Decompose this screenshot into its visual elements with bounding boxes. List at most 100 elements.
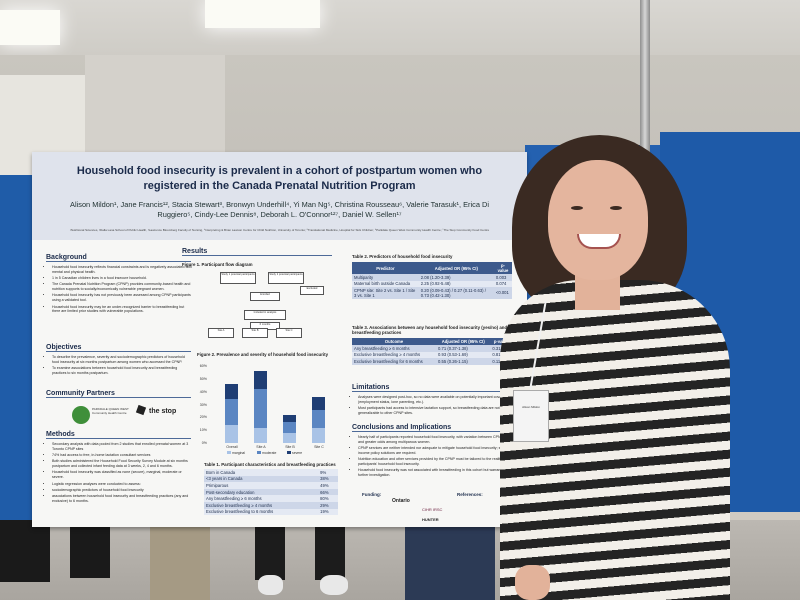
- y-tick-label: 30%: [199, 402, 207, 407]
- legend-item: marginal: [227, 451, 245, 455]
- y-tick-label: 50%: [199, 376, 207, 381]
- y-tick-label: 10%: [199, 428, 207, 433]
- table-header-cell: Adjusted OR (95% CI): [436, 338, 491, 345]
- flow-box: Study 2 potential participants: [268, 272, 304, 284]
- list-item: associations between household food inse…: [52, 494, 194, 504]
- figure-1-caption: Figure 1. Participant flow diagram: [182, 262, 253, 267]
- table-cell: 0.55 (0.26-1.15): [436, 358, 491, 365]
- y-tick-label: 40%: [199, 389, 207, 394]
- list-item: Household food insecurity was not associ…: [358, 468, 513, 478]
- table-cell: 2.08 (1.20-3.39): [418, 274, 494, 281]
- table-row: Multiparity 2.08 (1.20-3.39) 0.003: [352, 274, 512, 281]
- food-insecurity-bar-chart: 0% 10% 20% 30% 40% 50% 60% Overall Site A Site B S…: [197, 362, 347, 457]
- person-legs: [150, 520, 210, 600]
- legend-label: marginal: [232, 451, 246, 455]
- list-item: Secondary analysis with data pooled from…: [52, 442, 194, 452]
- eye: [571, 206, 583, 210]
- table-row: Exclusive breastfeeding ≥ 4 months 29%: [204, 501, 338, 509]
- partner-logo-icon: [135, 404, 147, 416]
- flow-box: Site C: [276, 328, 302, 338]
- list-item: Nutrition education and other services p…: [358, 457, 513, 467]
- list-item: To describe the prevalence, severity and…: [52, 355, 192, 365]
- table-cell: 0.20 (0.09-0.43) / 0.27 (0.11-0.63) / 0.…: [418, 287, 494, 299]
- table-cell: Maternal birth outside Canada: [352, 280, 419, 288]
- y-tick-label: 20%: [199, 415, 207, 420]
- x-category-label: Site A: [256, 445, 266, 449]
- research-poster: Household food insecurity is prevalent i…: [32, 152, 527, 527]
- results-heading: Results: [182, 248, 332, 256]
- list-item: Most participants had access to intensiv…: [358, 406, 513, 416]
- bar-segment: [225, 399, 238, 426]
- bar-segment: [283, 432, 296, 443]
- wall-panel: [85, 55, 225, 165]
- objectives-list: To describe the prevalence, severity and…: [46, 355, 192, 377]
- table-cell: 0.074: [493, 280, 512, 288]
- badge-name: Alison Mildon: [522, 405, 540, 409]
- bar-segment: [312, 427, 325, 443]
- legend-swatch: [287, 451, 291, 454]
- ceiling-light: [205, 0, 320, 28]
- bar-segment: [283, 414, 296, 423]
- poster-board-left: [0, 175, 36, 525]
- flow-box: Study 1 potential participants: [220, 272, 256, 284]
- presenter-hand: [515, 565, 550, 600]
- community-partners-heading: Community Partners: [46, 390, 191, 398]
- person-legs: [315, 520, 345, 580]
- objectives-heading: Objectives: [46, 344, 191, 352]
- background-list: Household food insecurity reflects finan…: [46, 265, 192, 316]
- list-item: Both studies administered the Household …: [52, 459, 194, 469]
- table-cell: <0.001: [493, 287, 512, 299]
- bar-segment: [254, 389, 267, 428]
- partner-logo-icon: [72, 406, 90, 424]
- list-item: 74% had access to free, in-home lactatio…: [52, 453, 194, 458]
- table-row: Any breastfeeding ≥ 6 months 0.71 (0.37-1…: [352, 345, 512, 352]
- figure-2-caption: Figure 2. Prevalence and severity of hou…: [197, 352, 329, 357]
- eye: [610, 206, 622, 210]
- table-header-cell: Predictor: [352, 262, 419, 274]
- table-row: Exclusive breastfeeding for 6 months 0.55…: [352, 358, 512, 365]
- bar-segment: [254, 371, 267, 390]
- funding-logo: HUNTER: [422, 517, 439, 522]
- table-cell: Exclusive breastfeeding ≥ 4 months: [352, 351, 437, 359]
- table-cell: Any breastfeeding ≥ 6 months: [352, 345, 437, 352]
- table-cell: Born in Canada: [204, 469, 319, 476]
- person-legs: [70, 520, 110, 578]
- background-heading: Background: [46, 254, 191, 262]
- table-row: Maternal birth outside Canada 2.25 (0.92-…: [352, 280, 512, 288]
- list-item: Household food insecurity has not previo…: [52, 293, 192, 303]
- table-1-caption: Table 1. Participant characteristics and…: [204, 462, 336, 467]
- flow-box: Site A: [208, 328, 234, 338]
- table-cell: Exclusive breastfeeding to 6 months: [204, 508, 319, 516]
- name-badge: Alison Mildon: [513, 390, 549, 442]
- list-item: Logistic regression analyses were conduc…: [52, 482, 194, 487]
- conclusions-list: Nearly half of participants reported hou…: [352, 435, 513, 479]
- sneaker: [258, 575, 283, 595]
- table-1: Born in Canada 9% <3 years in Canada 38% Pri…: [204, 469, 338, 516]
- table-cell: <3 years in Canada: [204, 475, 319, 483]
- y-tick-label: 0%: [201, 441, 207, 445]
- ceiling-light: [0, 10, 60, 45]
- table-row: Exclusive breastfeeding to 6 months 19%: [204, 508, 338, 516]
- table-cell: 66%: [318, 488, 338, 496]
- list-item: 1 in 5 Canadian children lives in a food…: [52, 276, 192, 281]
- legend-swatch: [257, 451, 261, 454]
- flow-box: Excluded: [300, 286, 324, 295]
- bar-segment: [312, 396, 325, 410]
- list-item: Household food insecurity reflects finan…: [52, 265, 192, 275]
- bar-segment: [254, 427, 267, 443]
- list-item: CPNP services are neither intended nor a…: [358, 446, 513, 456]
- methods-list: Secondary analysis with data pooled from…: [46, 442, 194, 505]
- bar-segment: [283, 422, 296, 433]
- table-cell: 80%: [318, 495, 338, 502]
- table-cell: 29%: [318, 501, 338, 509]
- limitations-list: Analyses were designed post-hoc, so no d…: [352, 395, 513, 417]
- table-cell: Exclusive breastfeeding ≥ 4 months: [204, 501, 319, 509]
- person-legs: [405, 520, 495, 600]
- funding-logo: CIHR IRSC: [422, 507, 443, 512]
- x-category-label: Overall: [226, 445, 238, 449]
- table-cell: CPNP site: Site 2 vs. Site 1 / Site 3 vs…: [352, 287, 419, 299]
- x-category-label: Site B: [285, 445, 295, 449]
- table-2-caption: Table 2. Predictors of household food in…: [352, 254, 453, 259]
- table-cell: 2.25 (0.92-5.48): [418, 280, 494, 288]
- table-cell: 38%: [318, 475, 338, 483]
